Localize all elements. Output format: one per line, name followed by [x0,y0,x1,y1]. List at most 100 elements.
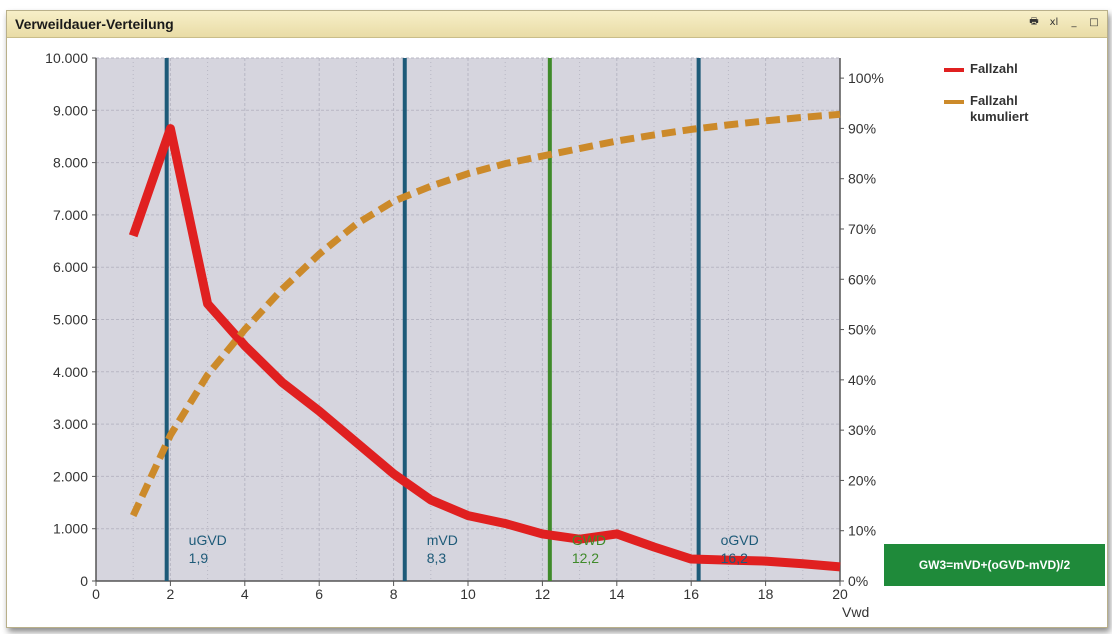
data-point-fallzahl [207,303,208,304]
data-point-fallzahl [356,442,357,443]
data-point-fallzahl-kumuliert [468,173,469,174]
data-point-fallzahl [430,499,431,500]
title-bar: Verweildauer-Verteilung 🖶 xl _ □ [7,11,1107,38]
data-point-fallzahl-kumuliert [654,134,655,135]
x-tick-label: 14 [609,586,625,602]
legend-label-fallzahl-kumuliert: Fallzahl kumuliert [970,93,1029,124]
data-point-fallzahl [319,411,320,412]
marker-label-mvd: mVD [427,532,458,548]
data-point-fallzahl-kumuliert [691,129,692,130]
y-tick-label-right: 40% [848,372,876,388]
legend-item-fallzahl-kumuliert[interactable]: Fallzahl kumuliert [944,93,1070,125]
y-tick-label-right: 90% [848,120,876,136]
data-point-fallzahl [840,566,841,567]
x-tick-label: 10 [460,586,476,602]
y-tick-label-right: 80% [848,171,876,187]
minimize-icon[interactable]: _ [1071,16,1077,28]
data-point-fallzahl-kumuliert [207,374,208,375]
data-point-fallzahl-kumuliert [244,329,245,330]
legend-swatch-fallzahl [944,68,964,72]
data-point-fallzahl-kumuliert [728,124,729,125]
marker-label-ugvd: uGVD [189,532,227,548]
x-tick-label: 8 [390,586,398,602]
x-tick-label: 20 [832,586,848,602]
data-point-fallzahl [133,235,134,236]
data-point-fallzahl-kumuliert [282,289,283,290]
x-tick-label: 12 [535,586,551,602]
data-point-fallzahl-kumuliert [542,156,543,157]
y-tick-label-right: 30% [848,422,876,438]
print-icon[interactable]: 🖶 [1029,15,1039,27]
data-point-fallzahl [691,559,692,560]
series-line-fallzahl-kumuliert [130,110,841,518]
chart-svg: 0 1.000 2.000 3.000 4.000 5.000 6.000 7.000 8.00… [45,50,884,620]
marker-value-ogvd: 16,2 [721,550,748,566]
y-tick-label-left: 8.000 [53,155,88,171]
y-tick-label-right: 10% [848,523,876,539]
y-tick-label-right: 0% [848,573,868,589]
maximize-icon[interactable]: □ [1089,16,1099,28]
data-point-fallzahl-kumuliert [393,201,394,202]
y-tick-label-right: 20% [848,472,876,488]
x-tick-label: 4 [241,586,249,602]
data-point-fallzahl [393,473,394,474]
data-point-fallzahl-kumuliert [579,148,580,149]
data-point-fallzahl-kumuliert [840,114,841,115]
y-tick-label-right: 50% [848,322,876,338]
data-point-fallzahl [802,563,803,564]
x-axis-title: Vwd [842,604,869,620]
x-tick-label: 18 [758,586,774,602]
data-point-fallzahl [505,523,506,524]
export-excel-icon[interactable]: xl [1049,16,1059,28]
data-point-fallzahl-kumuliert [170,435,171,436]
data-point-fallzahl [765,561,766,562]
data-point-fallzahl-kumuliert [765,120,766,121]
marker-label-gwd: GWD [572,532,606,548]
y-tick-label-left: 4.000 [53,364,88,380]
data-point-fallzahl-kumuliert [430,186,431,187]
data-point-fallzahl-kumuliert [133,515,134,516]
y-tick-label-left: 0 [80,573,88,589]
chart-area: 0 1.000 2.000 3.000 4.000 5.000 6.000 7.000 8.00… [7,38,1105,631]
data-point-fallzahl [244,345,245,346]
y-tick-label-left: 10.000 [45,50,88,66]
data-point-fallzahl-kumuliert [319,254,320,255]
y-tick-label-right: 60% [848,271,876,287]
data-point-fallzahl-kumuliert [356,223,357,224]
y-tick-label-right: 70% [848,221,876,237]
data-point-fallzahl [170,128,171,129]
data-point-fallzahl [616,533,617,534]
x-tick-label: 0 [92,586,100,602]
legend-swatch-fallzahl-kumuliert [944,100,964,104]
x-tick-label: 6 [315,586,323,602]
data-point-fallzahl [282,382,283,383]
data-point-fallzahl-kumuliert [616,140,617,141]
y-tick-label-right: 100% [848,70,884,86]
y-tick-label-left: 7.000 [53,207,88,223]
y-tick-label-left: 2.000 [53,468,88,484]
window-controls: 🖶 xl _ □ [1027,15,1101,29]
chart-window: Verweildauer-Verteilung 🖶 xl _ □ 0 1.000 2… [6,10,1108,628]
x-tick-label: 2 [167,586,175,602]
window-title: Verweildauer-Verteilung [15,16,174,32]
y-tick-label-left: 5.000 [53,312,88,328]
data-point-fallzahl [468,515,469,516]
marker-value-ugvd: 1,9 [189,550,209,566]
data-point-fallzahl-kumuliert [505,163,506,164]
data-point-fallzahl [654,547,655,548]
y-tick-label-left: 3.000 [53,416,88,432]
marker-value-gwd: 12,2 [572,550,599,566]
legend-item-fallzahl[interactable]: Fallzahl [944,61,1094,77]
x-tick-label: 16 [683,586,699,602]
y-tick-label-left: 6.000 [53,259,88,275]
legend: Fallzahl Fallzahl kumuliert [944,61,1094,141]
legend-label-fallzahl: Fallzahl [970,61,1018,76]
formula-box: GW3=mVD+(oGVD-mVD)/2 [884,544,1105,586]
data-point-fallzahl [542,533,543,534]
y-tick-label-left: 1.000 [53,521,88,537]
data-point-fallzahl-kumuliert [802,117,803,118]
marker-label-ogvd: oGVD [721,532,759,548]
y-tick-label-left: 9.000 [53,102,88,118]
series-line-fallzahl [128,124,841,572]
marker-value-mvd: 8,3 [427,550,447,566]
